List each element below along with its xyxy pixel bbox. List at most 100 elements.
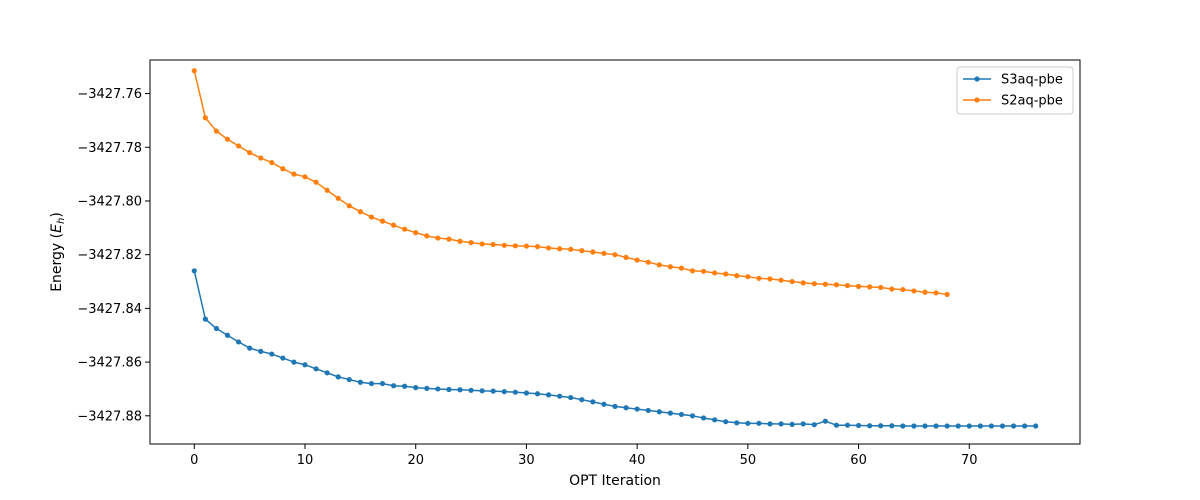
data-point — [291, 359, 297, 365]
data-point — [557, 246, 563, 252]
data-point — [634, 406, 640, 412]
series-S2aq-pbe — [191, 68, 950, 298]
data-point — [346, 376, 352, 383]
data-point — [523, 243, 530, 249]
data-point — [568, 394, 574, 401]
data-point — [756, 420, 762, 426]
data-point — [900, 423, 906, 429]
data-point — [833, 422, 840, 428]
data-point — [723, 271, 729, 277]
data-point — [933, 290, 939, 296]
data-point — [645, 259, 651, 265]
data-point — [457, 387, 463, 393]
data-point — [833, 282, 840, 288]
data-point — [324, 187, 330, 193]
data-point — [357, 379, 363, 385]
data-point — [734, 420, 740, 426]
data-point — [700, 415, 707, 421]
data-point — [944, 291, 950, 298]
data-point — [844, 422, 851, 428]
x-tick-label: 40 — [629, 453, 646, 468]
data-point — [933, 423, 939, 429]
data-point — [911, 288, 917, 294]
data-point — [368, 380, 375, 387]
data-point — [501, 389, 507, 395]
y-tick-label: −3427.76 — [77, 87, 142, 102]
data-point — [490, 388, 496, 394]
x-tick-label: 0 — [190, 453, 198, 468]
data-point — [468, 387, 474, 393]
data-point — [944, 423, 950, 429]
data-point — [523, 390, 530, 396]
data-point — [545, 245, 552, 251]
plot-background — [150, 60, 1080, 444]
data-point — [922, 289, 928, 295]
data-point — [678, 265, 685, 271]
y-axis-title: Energy (Eh) — [49, 212, 67, 292]
data-point — [623, 254, 629, 260]
series-S3aq-pbe — [191, 268, 1039, 429]
data-point — [402, 383, 408, 389]
data-point — [822, 281, 828, 287]
data-point — [191, 268, 197, 274]
data-point — [822, 418, 828, 424]
data-point — [579, 397, 585, 403]
data-point — [413, 385, 419, 391]
data-point — [545, 392, 552, 398]
x-tick-label: 20 — [407, 453, 424, 468]
plot-frame — [149, 59, 1081, 445]
data-point — [612, 252, 618, 258]
data-point — [911, 423, 917, 429]
data-point — [800, 421, 806, 427]
data-point — [335, 195, 341, 201]
data-point — [889, 423, 895, 429]
data-point — [424, 233, 430, 239]
data-point — [867, 284, 873, 290]
data-point — [390, 222, 397, 228]
x-tick-label: 60 — [850, 453, 867, 468]
data-point — [213, 325, 220, 332]
data-point — [844, 282, 851, 289]
data-point — [379, 380, 386, 387]
data-point — [712, 417, 718, 423]
data-point — [612, 403, 618, 410]
data-point — [302, 174, 308, 180]
data-point — [213, 128, 220, 134]
data-point — [712, 270, 718, 276]
y-tick-label: −3427.86 — [77, 356, 142, 371]
data-point — [490, 241, 496, 248]
data-point — [966, 423, 972, 429]
data-point — [778, 421, 784, 427]
data-point — [291, 171, 297, 177]
y-tick-label: −3427.88 — [77, 409, 142, 424]
data-point — [999, 423, 1006, 429]
x-axis-title: OPT Iteration — [569, 473, 661, 489]
data-point — [878, 284, 884, 291]
data-point — [590, 399, 596, 405]
y-axis-title-symbol: E — [49, 224, 65, 233]
legend-label: S2aq-pbe — [1001, 94, 1063, 109]
data-point — [667, 410, 673, 416]
data-point — [745, 274, 751, 280]
axes-layer: 0 10 20 30 40 50 60 70 −3427.76 −3427.78 −3427.80 −… — [77, 87, 977, 468]
data-point — [756, 275, 762, 281]
data-point — [601, 250, 607, 256]
data-point — [867, 423, 873, 429]
x-tick-label: 70 — [961, 453, 978, 468]
data-point — [302, 362, 308, 368]
data-point — [202, 115, 208, 121]
y-axis-title-text: Energy ( — [49, 233, 65, 292]
data-point — [1010, 423, 1017, 429]
data-point — [855, 422, 862, 429]
data-point — [855, 283, 862, 289]
data-point — [678, 411, 685, 418]
data-point — [767, 276, 773, 282]
y-axis-title-subscript: h — [56, 218, 67, 224]
data-point — [379, 218, 386, 224]
x-tick-label: 30 — [518, 453, 535, 468]
data-point — [590, 249, 596, 255]
data-point — [269, 351, 275, 357]
data-point — [778, 277, 784, 283]
data-point — [235, 339, 242, 345]
data-point — [435, 235, 441, 241]
